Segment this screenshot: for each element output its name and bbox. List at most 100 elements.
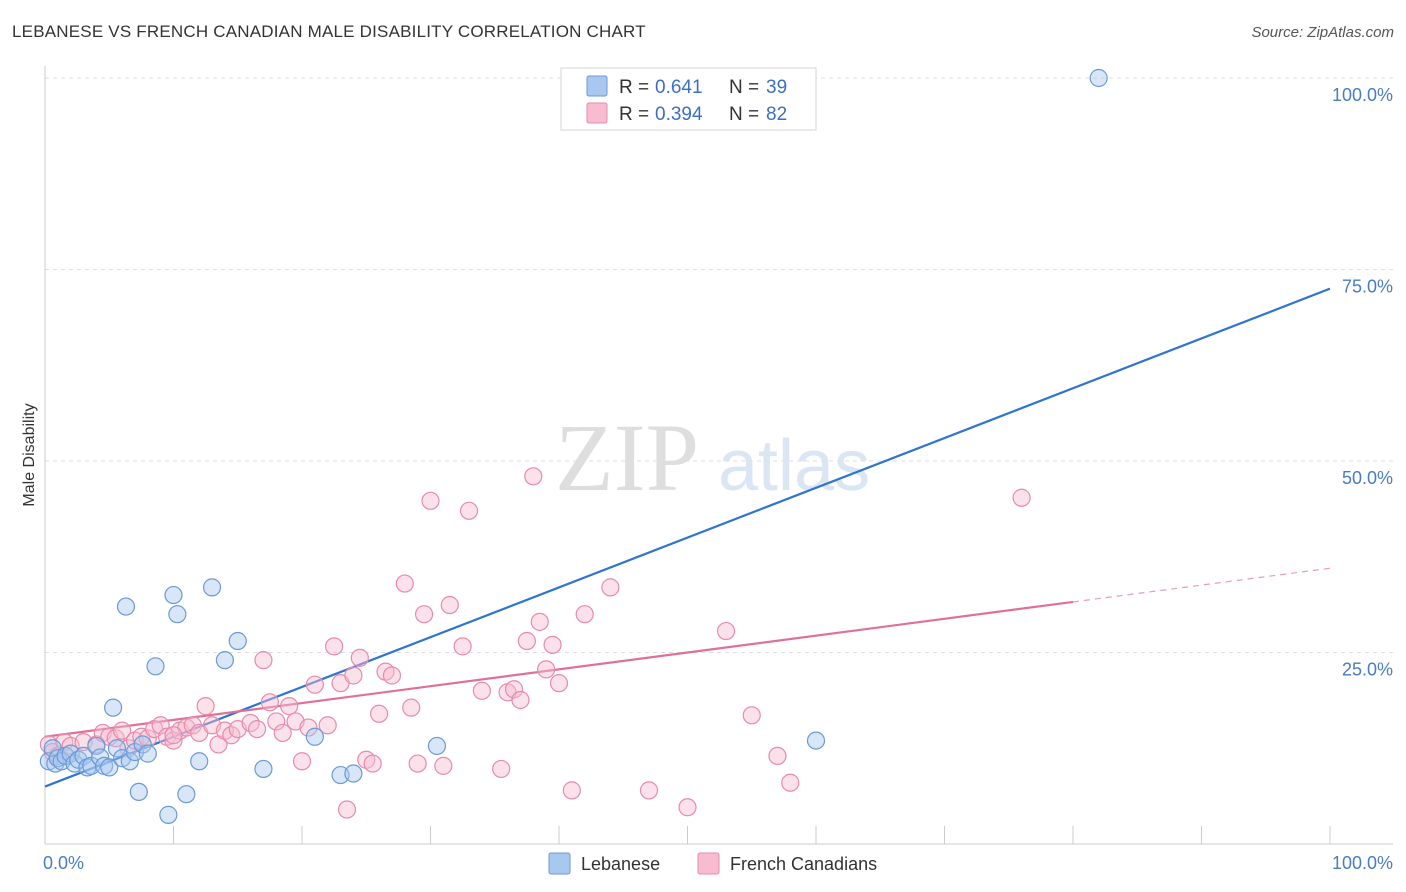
point-french xyxy=(402,698,421,717)
point-french xyxy=(742,706,761,725)
trend-line-lebanese xyxy=(44,287,1331,788)
point-french xyxy=(549,674,569,693)
point-french xyxy=(530,612,549,631)
point-french xyxy=(504,680,524,699)
point-french xyxy=(453,637,472,656)
point-french xyxy=(440,595,459,615)
y-tick-label: 50.0% xyxy=(1342,468,1393,488)
point-french xyxy=(1012,488,1031,507)
bottom-legend-french: French Canadians xyxy=(730,854,877,874)
point-lebanese xyxy=(159,805,178,824)
top-legend: R = 0.641 N = 39 R = 0.394 N = 82 xyxy=(560,67,817,131)
point-french xyxy=(382,666,402,685)
point-lebanese xyxy=(190,752,209,771)
point-french xyxy=(164,731,183,750)
point-french xyxy=(350,648,369,667)
point-lebanese xyxy=(104,698,123,717)
point-lebanese xyxy=(133,735,152,754)
point-lebanese xyxy=(91,748,110,767)
point-french xyxy=(575,605,594,624)
y-axis-label: Male Disability xyxy=(21,403,38,506)
trend-line-french xyxy=(44,600,1074,738)
point-french xyxy=(112,721,132,740)
point-french xyxy=(299,718,318,737)
point-french xyxy=(543,635,562,654)
point-french xyxy=(562,781,581,800)
point-french xyxy=(344,666,363,685)
point-french xyxy=(254,651,273,670)
bottom-legend-swatch-lebanese xyxy=(548,852,571,875)
point-french xyxy=(492,759,511,779)
watermark-zip: ZIP xyxy=(555,404,699,511)
point-french xyxy=(678,798,697,817)
point-french xyxy=(247,719,267,739)
legend-r-value-lebanese: 0.641 xyxy=(655,77,703,98)
point-lebanese xyxy=(146,657,165,676)
point-lebanese xyxy=(129,782,148,802)
point-french xyxy=(292,752,312,771)
point-french xyxy=(537,660,556,679)
bottom-legend-swatch-french xyxy=(697,852,720,875)
point-french xyxy=(511,690,530,710)
point-lebanese xyxy=(228,631,247,651)
legend-r-label-lebanese: R = xyxy=(619,77,649,98)
legend-r-label-french: R = xyxy=(619,104,649,125)
point-french xyxy=(363,754,382,773)
point-french xyxy=(781,773,800,792)
y-tick-label: 100.0% xyxy=(1332,85,1393,105)
point-french xyxy=(639,781,659,800)
point-lebanese xyxy=(806,731,826,750)
point-lebanese xyxy=(254,759,273,779)
legend-n-label-french: N = xyxy=(729,104,759,125)
point-french xyxy=(164,726,183,745)
watermark-atlas: atlas xyxy=(718,426,870,506)
point-lebanese xyxy=(138,744,157,763)
point-lebanese xyxy=(344,764,363,783)
point-lebanese xyxy=(164,585,183,605)
point-french xyxy=(325,637,344,656)
point-french xyxy=(305,675,324,694)
point-french xyxy=(517,631,536,651)
point-lebanese xyxy=(120,752,139,771)
point-french xyxy=(421,491,440,510)
point-lebanese xyxy=(1089,68,1108,88)
legend-r-value-french: 0.394 xyxy=(655,104,703,125)
legend-n-value-lebanese: 39 xyxy=(766,77,787,98)
point-french xyxy=(414,605,434,624)
source-label: Source: ZipAtlas.com xyxy=(1251,24,1394,41)
point-french xyxy=(716,621,736,641)
point-french xyxy=(408,754,427,773)
point-french xyxy=(318,716,337,735)
legend-n-label-lebanese: N = xyxy=(729,77,759,98)
chart-title: LEBANESE VS FRENCH CANADIAN MALE DISABIL… xyxy=(12,22,646,41)
point-lebanese xyxy=(107,739,127,758)
point-french xyxy=(280,697,299,716)
legend-swatch-french xyxy=(586,102,608,124)
point-lebanese xyxy=(168,605,187,624)
point-french xyxy=(151,716,170,735)
point-lebanese xyxy=(427,736,447,756)
x-tick-label-max: 100.0% xyxy=(1332,853,1393,873)
axes xyxy=(44,66,1393,845)
y-tick-label: 75.0% xyxy=(1342,277,1393,297)
tick-labels: 25.0% 50.0% 75.0% 100.0% 0.0% 100.0% xyxy=(43,85,1393,873)
point-french xyxy=(196,697,215,716)
point-french xyxy=(434,756,453,775)
trend-lines xyxy=(44,287,1331,788)
point-lebanese xyxy=(202,578,222,597)
legend-n-value-french: 82 xyxy=(766,104,787,125)
bottom-legend-lebanese: Lebanese xyxy=(581,854,660,874)
point-lebanese xyxy=(87,736,106,756)
point-lebanese xyxy=(177,785,196,804)
y-tick-label: 25.0% xyxy=(1342,660,1393,680)
point-french xyxy=(459,501,479,520)
point-french xyxy=(768,746,787,766)
point-french xyxy=(395,574,414,593)
legend-swatch-lebanese xyxy=(586,75,608,97)
trend-line-dashed-french xyxy=(1072,567,1331,603)
point-french xyxy=(472,681,491,700)
x-tick-label-min: 0.0% xyxy=(43,853,84,873)
point-french xyxy=(524,467,543,486)
point-french xyxy=(337,800,357,819)
